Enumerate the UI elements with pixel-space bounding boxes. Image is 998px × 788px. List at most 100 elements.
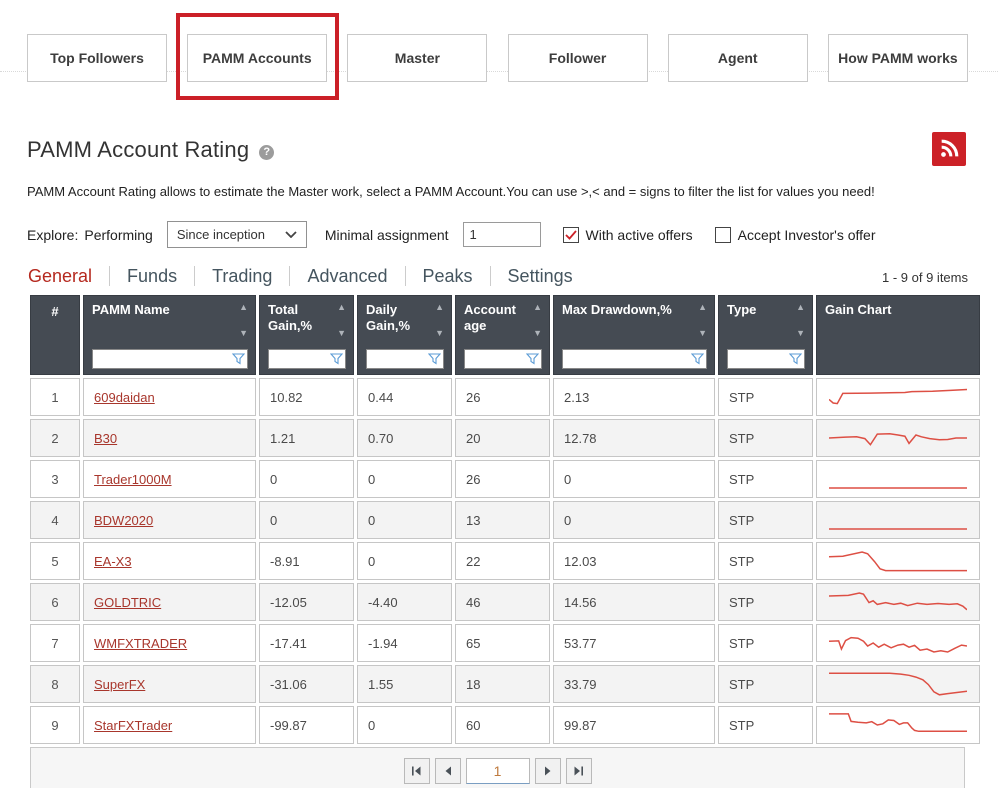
checkbox-with-active-offers[interactable]: With active offers [562,226,693,243]
filter-bar: Explore: Performing Since inception Mini… [27,221,968,248]
tab-settings[interactable]: Settings [489,266,590,286]
tab-trading[interactable]: Trading [194,266,289,286]
sort-ascending-icon[interactable]: ▲ [796,302,805,312]
daily-gain-cell: -1.94 [357,624,452,662]
daily-gain-cell: 0 [357,501,452,539]
filter-funnel-icon[interactable] [789,353,802,365]
table-row: 1 609daidan 10.82 0.44 26 2.13 STP [30,378,980,416]
filter-funnel-icon[interactable] [526,353,539,365]
period-select[interactable]: Since inception [166,221,307,248]
sort-descending-icon[interactable]: ▼ [796,328,805,338]
gain-sparkline-chart [829,382,967,412]
row-number: 2 [30,419,80,457]
row-number: 6 [30,583,80,621]
pamm-account-link[interactable]: Trader1000M [94,471,172,487]
sort-arrows-icon[interactable]: ▲ ▼ [239,302,248,338]
column-header-total-gain[interactable]: Total Gain,% ▲ ▼ [259,295,354,375]
column-label: # [51,304,59,319]
nav-button-master[interactable]: Master [347,34,488,82]
nav-button-follower[interactable]: Follower [507,34,648,82]
table-header: # PAMM Name ▲ ▼ Total Gain,% ▲ ▼ Daily Gain,% ▲ ▼… [30,295,980,375]
filter-input-pamm-name[interactable] [92,349,248,369]
explore-value: Performing [84,226,153,243]
pamm-account-link[interactable]: WMFXTRADER [94,635,188,651]
pamm-account-link[interactable]: 609daidan [94,389,155,405]
filter-input-max-drawdown[interactable] [562,349,707,369]
filter-input-total-gain[interactable] [268,349,346,369]
column-header-account-age[interactable]: Account age ▲ ▼ [455,295,550,375]
sort-descending-icon[interactable]: ▼ [698,328,707,338]
column-header-max-drawdown[interactable]: Max Drawdown,% ▲ ▼ [553,295,715,375]
column-header-: # [30,295,80,375]
nav-button-agent[interactable]: Agent [667,34,808,82]
table-row: 9 StarFXTrader -99.87 0 60 99.87 STP [30,706,980,744]
row-number: 9 [30,706,80,744]
column-header-type[interactable]: Type ▲ ▼ [718,295,813,375]
sort-arrows-icon[interactable]: ▲ ▼ [533,302,542,338]
account-age-cell: 65 [455,624,550,662]
account-type-cell: STP [718,501,813,539]
sort-ascending-icon[interactable]: ▲ [337,302,346,312]
next-page-button[interactable] [534,757,561,784]
nav-button-pamm-accounts[interactable]: PAMM Accounts [187,34,328,82]
pamm-account-link[interactable]: StarFXTrader [94,717,173,733]
nav-button-top-followers[interactable]: Top Followers [27,34,167,82]
chevron-down-icon [285,231,297,238]
sort-descending-icon[interactable]: ▼ [239,328,248,338]
checkbox-unchecked-icon[interactable] [714,226,731,243]
gain-chart-cell [816,460,980,498]
pamm-account-link[interactable]: GOLDTRIC [94,594,162,610]
account-age-cell: 26 [455,378,550,416]
previous-page-button[interactable] [434,757,461,784]
column-header-daily-gain[interactable]: Daily Gain,% ▲ ▼ [357,295,452,375]
filter-funnel-icon[interactable] [330,353,343,365]
pamm-account-link[interactable]: BDW2020 [94,512,154,528]
sort-arrows-icon[interactable]: ▲ ▼ [796,302,805,338]
sort-descending-icon[interactable]: ▼ [435,328,444,338]
filter-funnel-icon[interactable] [428,353,441,365]
sort-ascending-icon[interactable]: ▲ [435,302,444,312]
help-icon[interactable]: ? [259,144,275,160]
last-page-button[interactable] [565,757,592,784]
sort-descending-icon[interactable]: ▼ [337,328,346,338]
sort-arrows-icon[interactable]: ▲ ▼ [337,302,346,338]
filter-funnel-icon[interactable] [691,353,704,365]
page-number-input[interactable] [465,757,530,784]
first-page-button[interactable] [403,757,430,784]
tab-peaks[interactable]: Peaks [404,266,490,286]
daily-gain-cell: -4.40 [357,583,452,621]
filter-funnel-icon[interactable] [232,353,245,365]
sort-arrows-icon[interactable]: ▲ ▼ [698,302,707,338]
column-header-pamm-name[interactable]: PAMM Name ▲ ▼ [83,295,256,375]
nav-button-how-pamm-works[interactable]: How PAMM works [827,34,968,82]
pamm-account-link[interactable]: B30 [94,430,118,446]
sort-ascending-icon[interactable]: ▲ [239,302,248,312]
pamm-account-link[interactable]: EA-X3 [94,553,132,569]
account-type-cell: STP [718,460,813,498]
gain-sparkline-chart [829,628,967,658]
pamm-account-link[interactable]: SuperFX [94,676,146,692]
max-drawdown-cell: 12.03 [553,542,715,580]
gain-sparkline-chart [829,464,967,494]
tab-advanced[interactable]: Advanced [289,266,404,286]
checkbox-label: Accept Investor's offer [737,226,876,243]
sort-ascending-icon[interactable]: ▲ [533,302,542,312]
checkbox-accept-investor-s-offer[interactable]: Accept Investor's offer [714,226,876,243]
total-gain-cell: -17.41 [259,624,354,662]
filter-input-daily-gain[interactable] [366,349,444,369]
minimal-assignment-input[interactable] [462,222,541,247]
tab-general[interactable]: General [28,266,93,286]
tabs: General Funds Trading Advanced Peaks Settings [27,266,590,286]
sort-descending-icon[interactable]: ▼ [533,328,542,338]
total-gain-cell: 10.82 [259,378,354,416]
sort-arrows-icon[interactable]: ▲ ▼ [435,302,444,338]
sort-ascending-icon[interactable]: ▲ [698,302,707,312]
filter-input-type[interactable] [727,349,805,369]
account-type-cell: STP [718,419,813,457]
filter-input-account-age[interactable] [464,349,542,369]
checkbox-checked-icon[interactable] [562,226,579,243]
row-number: 8 [30,665,80,703]
rss-feed-icon[interactable] [932,132,966,166]
tab-funds[interactable]: Funds [109,266,194,286]
top-nav: Top Followers PAMM Accounts Master Follower… [0,0,998,106]
